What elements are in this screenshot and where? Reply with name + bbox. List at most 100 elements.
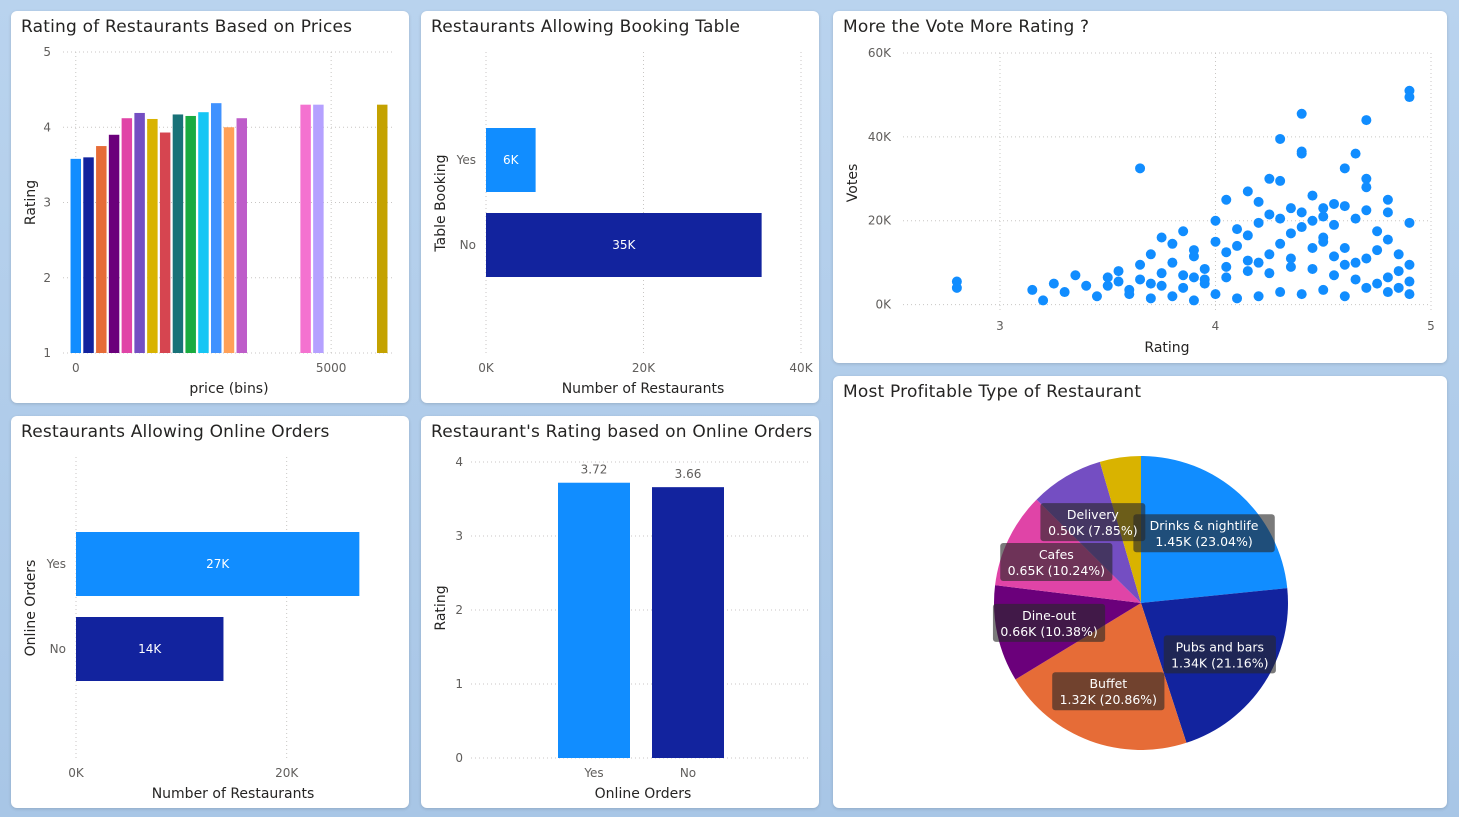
bar [210,103,222,353]
scatter-point [1372,278,1383,289]
price-rating-card: Rating of Restaurants Based on Prices 1 2… [11,11,409,403]
y-tick-label: 0 [455,751,463,765]
scatter-point [1361,173,1372,184]
scatter-point [1361,282,1372,293]
data-label: 3.66 [675,467,702,481]
scatter-point [1145,278,1156,289]
scatter-point [1210,215,1221,226]
y-tick-label: 3 [455,529,463,543]
scatter-point [1275,238,1286,249]
scatter-point [1264,209,1275,220]
scatter-point [1404,217,1415,228]
scatter-point [1404,289,1415,300]
scatter-point [1339,243,1350,253]
bar [76,532,360,596]
y-tick-label: 0K [875,298,892,312]
y-tick-label: 1 [43,346,51,360]
scatter-point [1285,228,1296,239]
bar [558,482,630,758]
online-rating-title: Restaurant's Rating based on Online Orde… [431,422,813,442]
scatter-point [1339,163,1350,174]
x-tick-label: 5 [1427,319,1435,333]
y-tick-label: 2 [43,271,51,285]
y-tick-label: 60K [868,46,892,60]
scatter-point [1264,173,1275,184]
scatter-point [1253,196,1264,207]
x-tick-label: 40K [789,361,813,375]
x-axis-title: Rating [1144,340,1189,356]
y-tick-label: 4 [43,120,51,134]
scatter-point [1339,291,1350,302]
scatter-point [1178,270,1189,281]
scatter-point [1275,175,1286,186]
scatter-point [1135,163,1146,174]
scatter-point [1350,213,1361,224]
restaurant-type-title: Most Profitable Type of Restaurant [843,382,1142,402]
pie-category-label: Drinks & nightlife [1150,518,1259,533]
votes-rating-card: More the Vote More Rating ? 0K 20K 40K 60K 3… [833,11,1447,363]
scatter-point [1329,219,1340,230]
scatter-point [1393,282,1404,293]
y-axis-title: Table Booking [433,154,449,252]
scatter-point [1275,133,1286,144]
online-orders-chart: 0K 20K 27K Yes 14K No Number of Restaurants Onl… [23,457,360,802]
bar [147,118,158,353]
scatter-point [1329,270,1340,281]
bar [76,617,224,681]
bar [376,104,388,353]
scatter-point [1307,263,1318,274]
x-tick-label: 4 [1212,319,1220,333]
x-tick-label: 0 [72,361,80,375]
scatter-point [1275,287,1286,298]
scatter-point [1275,213,1286,224]
scatter-point [1350,274,1361,285]
pie-value-label: 0.66K (10.38%) [1000,624,1097,639]
scatter-point [1296,148,1307,159]
x-axis-title: Online Orders [595,786,692,802]
scatter-point [1221,261,1232,272]
pie-label-box [1133,514,1275,553]
x-tick-label: 20K [632,361,656,375]
bar [83,157,94,353]
scatter-point [1382,207,1393,218]
scatter-point [1178,226,1189,237]
y-axis-title: Online Orders [23,560,39,657]
scatter-point [1382,287,1393,298]
scatter-point [1339,259,1350,270]
y-tick-label: No [50,642,66,656]
y-tick-label: 1 [455,677,463,691]
price-rating-title: Rating of Restaurants Based on Prices [21,17,353,37]
pie-category-label: Buffet [1089,676,1127,691]
scatter-point [1102,280,1113,291]
scatter-point [1382,272,1393,283]
scatter-point [1167,238,1178,249]
bar [486,128,536,192]
scatter-point [1048,278,1059,289]
bar [70,158,82,353]
pie-value-label: 1.34K (21.16%) [1171,655,1268,670]
pie-value-label: 1.32K (20.86%) [1060,692,1157,707]
pie-value-label: 1.45K (23.04%) [1155,534,1252,549]
scatter-point [1372,226,1383,237]
table-booking-title: Restaurants Allowing Booking Table [431,17,741,37]
scatter-point [1242,186,1253,197]
online-orders-card: Restaurants Allowing Online Orders 0K 20K… [11,416,409,808]
x-tick-label: No [680,766,696,780]
scatter-point [1318,203,1329,214]
scatter-point [1232,293,1243,304]
scatter-point [1361,253,1372,264]
x-tick-label: 20K [275,766,299,780]
y-tick-label: 2 [455,603,463,617]
bar [134,112,145,353]
scatter-point [1113,266,1124,277]
scatter-point [1091,291,1102,302]
y-axis-title: Rating [23,180,39,225]
y-tick-label: Yes [456,153,476,167]
bar [96,146,107,353]
bar [198,112,209,353]
scatter-point [1027,284,1038,295]
scatter-point [1307,190,1318,201]
scatter-point [1285,261,1296,272]
scatter-point [1135,259,1146,270]
